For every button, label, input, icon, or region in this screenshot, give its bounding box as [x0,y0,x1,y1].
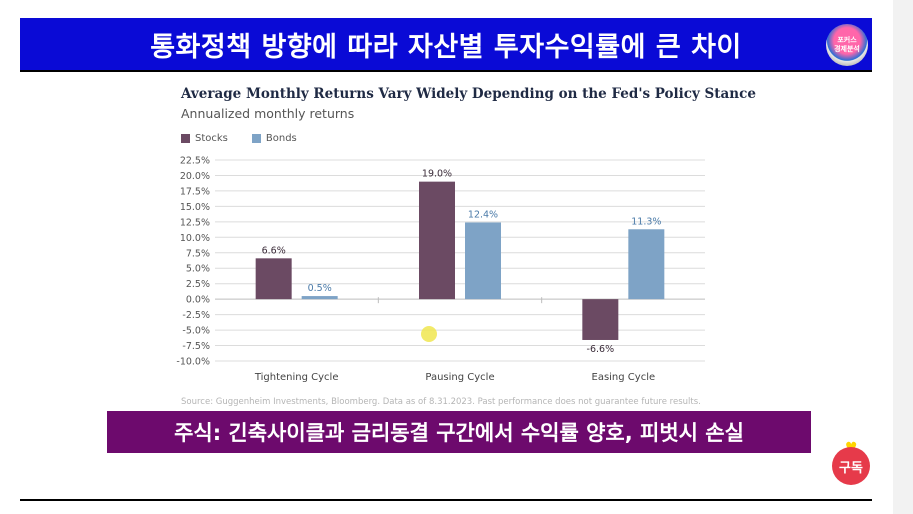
x-category-label: Tightening Cycle [254,372,339,383]
legend-label-bonds: Bonds [265,133,297,144]
data-label: 6.6% [262,245,286,256]
logo-line1: 포커스 [837,36,857,44]
subscribe-button[interactable]: 구독 [832,447,870,485]
x-category-label: Pausing Cycle [425,372,494,383]
chart-legend: Stocks Bonds [181,133,321,144]
caption-bar: 주식: 긴축사이클과 금리동결 구간에서 수익률 양호, 피벗시 손실 [107,411,811,453]
chart-title: Average Monthly Returns Vary Widely Depe… [181,86,756,102]
y-tick-label: 7.5% [186,248,210,259]
chart-source-note: Source: Guggenheim Investments, Bloomber… [181,397,701,407]
y-tick-label: -5.0% [182,326,210,337]
y-tick-label: 15.0% [180,202,210,213]
cursor-highlight [421,326,437,342]
chart-subtitle: Annualized monthly returns [181,106,355,121]
y-tick-label: -7.5% [182,341,210,352]
data-label: 11.3% [631,216,661,227]
bar-chart: 22.5% 20.0% 17.5% 15.0% 12.5% 10.0% 7.5% 5.0% 2.… [176,156,705,383]
data-label: -6.6% [587,344,615,355]
legend-item-bonds: Bonds [251,133,297,144]
caption-text: 주식: 긴축사이클과 금리동결 구간에서 수익률 양호, 피벗시 손실 [174,421,744,445]
y-tick-label: 20.0% [180,171,210,182]
subscribe-label: 구독 [839,460,863,476]
banner-underline [20,70,872,72]
bar-bonds [301,296,338,300]
logo-line2: 경제분석 [834,45,860,53]
y-tick-label: 12.5% [180,217,210,228]
y-tick-label: 0.0% [186,295,210,306]
data-label: 0.5% [308,283,332,294]
banner-title: 통화정책 방향에 따라 자산별 투자수익률에 큰 차이 [150,31,742,63]
data-label: 19.0% [422,169,452,180]
title-banner: 통화정책 방향에 따라 자산별 투자수익률에 큰 차이 [20,18,872,70]
y-tick-label: 2.5% [186,279,210,290]
bar-stocks [419,181,455,300]
x-category-label: Easing Cycle [592,372,656,383]
bar-stocks [255,258,292,300]
y-tick-label: -2.5% [182,310,210,321]
legend-swatch-bonds [251,134,261,143]
data-label: 12.4% [468,209,498,220]
legend-label-stocks: Stocks [195,133,228,144]
bar-bonds [628,229,665,300]
bottom-rule [20,499,872,501]
y-tick-label: 22.5% [180,156,210,167]
legend-item-stocks: Stocks [181,133,228,144]
bar-bonds [465,222,501,300]
legend-swatch-stocks [181,134,190,143]
y-tick-label: 5.0% [186,264,210,275]
bar-stocks [582,299,619,340]
y-tick-label: -10.0% [176,357,210,368]
channel-logo-icon: 포커스 경제분석 [826,24,868,66]
y-tick-label: 10.0% [180,233,210,244]
y-tick-label: 17.5% [180,186,210,197]
window-frame [893,0,913,514]
